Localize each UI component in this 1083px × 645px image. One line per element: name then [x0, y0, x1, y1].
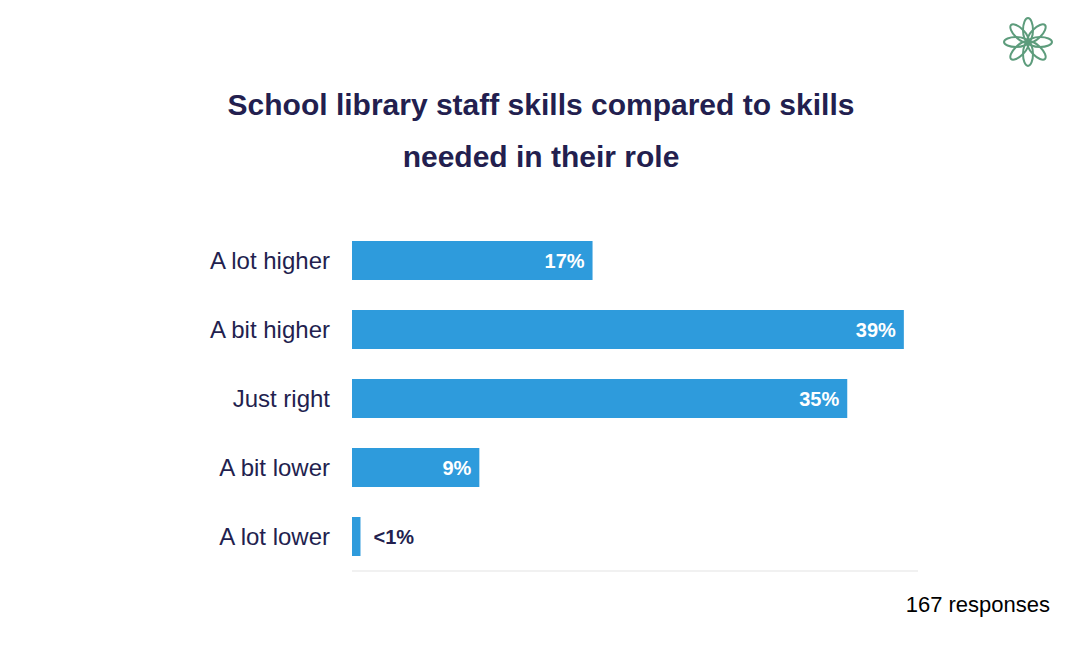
svg-text:<1%: <1% — [373, 526, 414, 548]
svg-text:9%: 9% — [442, 457, 471, 479]
svg-text:35%: 35% — [799, 388, 839, 410]
svg-text:17%: 17% — [545, 250, 585, 272]
svg-text:A lot higher: A lot higher — [210, 247, 330, 274]
svg-text:A lot lower: A lot lower — [219, 523, 330, 550]
svg-text:A bit higher: A bit higher — [210, 316, 330, 343]
svg-text:39%: 39% — [856, 319, 896, 341]
html-text:School library staff skills co: School library staff skills compared to … — [227, 88, 855, 173]
html-text:167 responses: 167 responses — [905, 592, 1050, 617]
svg-text:Just right: Just right — [233, 385, 331, 412]
svg-text:A bit lower: A bit lower — [219, 454, 330, 481]
